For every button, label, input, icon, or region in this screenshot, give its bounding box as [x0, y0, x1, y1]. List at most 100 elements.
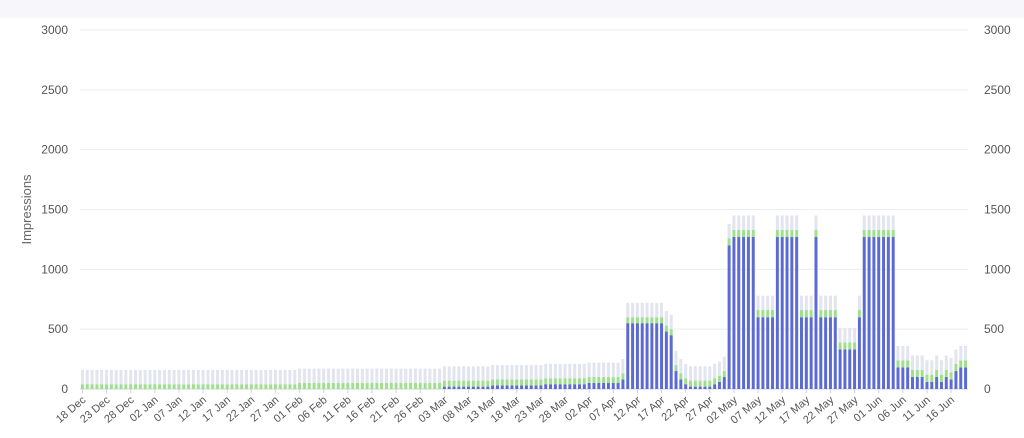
bar-segment-gray	[775, 215, 779, 230]
bar-segment-blue	[495, 385, 499, 389]
bar-segment-blue	[906, 367, 910, 389]
bar-segment-green	[249, 384, 253, 389]
bar-segment-gray	[206, 369, 210, 385]
bar-segment-green	[674, 365, 678, 372]
bar-segment-green	[635, 317, 639, 324]
bar-segment-green	[911, 369, 914, 378]
bar-segment-blue	[452, 386, 456, 389]
bar-segment-gray	[664, 311, 668, 326]
bar-segment-green	[351, 383, 355, 389]
bar-segment-green	[568, 378, 572, 385]
bar-segment-green	[819, 310, 823, 318]
bar-segment-green	[713, 378, 717, 385]
bar-segment-blue	[689, 386, 692, 389]
bar-segment-blue	[795, 237, 799, 389]
bar-segment-green	[563, 378, 567, 385]
bar-segment-gray	[153, 369, 157, 385]
bar-segment-blue	[896, 367, 900, 389]
bar-segment-green	[85, 384, 89, 389]
bar-segment-blue	[819, 317, 823, 389]
bar-segment-gray	[592, 362, 596, 378]
bar-segment-blue	[911, 377, 914, 389]
bar-segment-blue	[872, 237, 876, 389]
bar-segment-gray	[172, 369, 176, 385]
bar-segment-gray	[100, 369, 104, 385]
bar-segment-green	[862, 229, 866, 238]
bar-segment-gray	[727, 223, 731, 239]
bar-segment-green	[162, 384, 166, 389]
bar-segment-gray	[819, 295, 823, 311]
bar-segment-gray	[645, 302, 649, 318]
bar-segment-gray	[187, 369, 191, 385]
bar-segment-green	[891, 229, 895, 238]
bar-segment-gray	[230, 369, 234, 385]
bar-segment-gray	[491, 365, 495, 380]
bar-segment-green	[693, 380, 697, 387]
bar-segment-green	[153, 384, 157, 389]
bar-segment-green	[124, 384, 128, 389]
bar-segment-green	[302, 383, 306, 389]
bar-segment-gray	[109, 369, 113, 385]
bar-segment-gray	[790, 215, 794, 230]
bar-segment-blue	[693, 386, 697, 389]
bar-segment-gray	[273, 369, 277, 385]
bar-segment-green	[939, 374, 943, 382]
bar-segment-blue	[442, 386, 446, 389]
bar-segment-green	[100, 384, 104, 389]
bar-segment-gray	[689, 366, 692, 381]
bar-segment-gray	[288, 369, 292, 385]
bar-segment-green	[771, 310, 775, 318]
bar-segment-green	[196, 384, 200, 389]
bar-segment-green	[288, 384, 292, 389]
bar-segment-green	[520, 379, 524, 386]
bar-segment-green	[655, 317, 659, 324]
bar-segment-green	[134, 384, 137, 389]
bar-segment-gray	[771, 295, 775, 311]
bar-segment-gray	[471, 366, 475, 381]
bar-segment-blue	[679, 379, 683, 389]
bar-segment-blue	[785, 237, 789, 389]
bar-segment-gray	[505, 365, 509, 380]
bar-segment-gray	[616, 362, 620, 378]
bar-segment-green	[109, 384, 113, 389]
bar-segment-green	[182, 384, 186, 389]
bar-segment-blue	[471, 386, 475, 389]
y-tick-label-right: 1500	[984, 203, 1011, 217]
bar-segment-green	[660, 317, 664, 324]
bar-segment-blue	[476, 386, 480, 389]
bar-segment-blue	[655, 323, 659, 389]
bar-segment-blue	[867, 237, 871, 389]
bar-segment-green	[592, 377, 596, 384]
bar-segment-blue	[935, 377, 939, 389]
bar-segment-green	[853, 342, 857, 350]
bar-segment-gray	[134, 369, 137, 385]
bar-segment-gray	[742, 215, 746, 230]
bar-segment-blue	[833, 317, 837, 389]
bar-segment-green	[703, 380, 707, 387]
bar-segment-blue	[920, 377, 924, 389]
bar-segment-gray	[882, 215, 886, 230]
bar-segment-green	[167, 384, 171, 389]
bar-segment-green	[428, 383, 432, 389]
bar-segment-gray	[370, 368, 374, 384]
bar-segment-green	[959, 360, 963, 368]
bar-segment-gray	[582, 363, 586, 379]
bar-segment-gray	[828, 295, 832, 311]
bar-segment-gray	[833, 295, 837, 311]
bar-segment-green	[375, 383, 379, 389]
bar-segment-gray	[838, 327, 842, 343]
bar-segment-gray	[640, 302, 644, 318]
bar-segment-gray	[954, 349, 958, 364]
bar-segment-blue	[742, 237, 746, 389]
bar-segment-blue	[882, 237, 886, 389]
bar-segment-green	[800, 310, 803, 318]
bar-segment-blue	[824, 317, 828, 389]
bar-segment-gray	[389, 368, 393, 384]
bar-segment-green	[539, 379, 543, 386]
bar-segment-gray	[800, 295, 803, 311]
bar-segment-green	[679, 373, 683, 380]
bar-segment-gray	[886, 215, 890, 230]
bar-segment-gray	[766, 295, 770, 311]
bar-segment-green	[177, 384, 181, 389]
